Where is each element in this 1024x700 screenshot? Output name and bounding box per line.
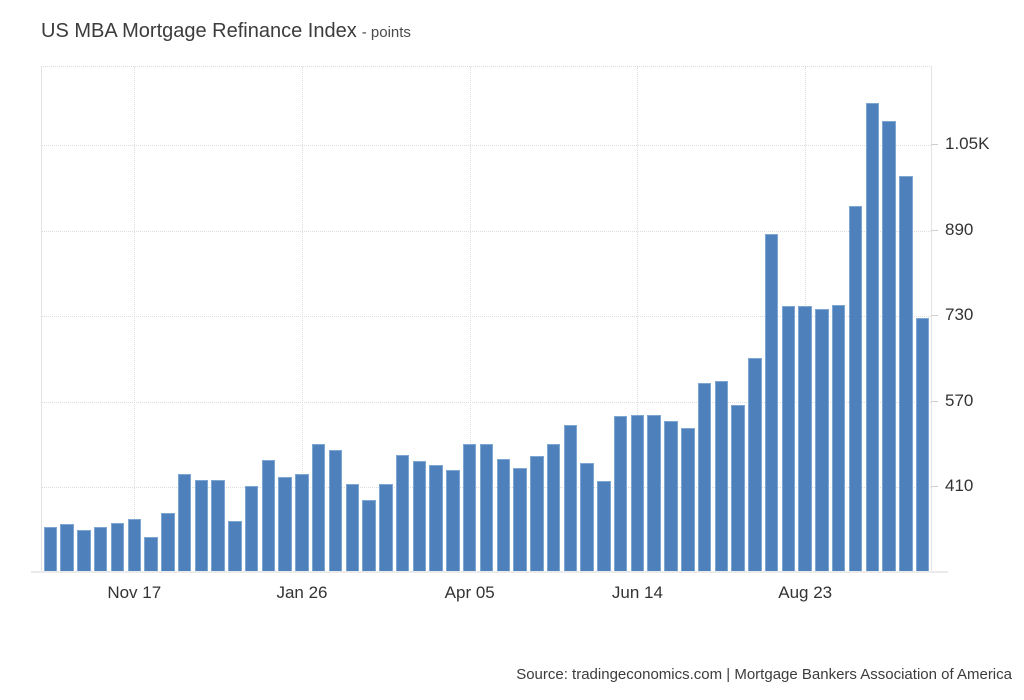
bar: [328, 450, 343, 571]
bar: [177, 474, 192, 571]
bar: [379, 483, 393, 571]
y-tick-label: 1.05K: [945, 134, 990, 154]
bar: [161, 513, 175, 571]
y-tick-mark: [931, 486, 938, 488]
bar: [764, 233, 779, 571]
y-tick-mark: [931, 144, 938, 146]
bar: [412, 460, 427, 571]
bar: [60, 523, 74, 571]
x-tick-label: Jan 26: [276, 583, 328, 602]
bar: [597, 481, 611, 571]
bar: [798, 306, 812, 571]
bar: [882, 120, 896, 571]
bar: [77, 530, 91, 571]
bar: [613, 416, 628, 571]
gridline-v: [301, 67, 303, 571]
bar: [244, 485, 259, 571]
gridline-v: [637, 67, 639, 571]
gridline-h: [42, 316, 931, 318]
bar: [110, 522, 125, 571]
bar: [228, 521, 242, 571]
x-tick-label: Apr 05: [444, 583, 495, 602]
bar: [546, 444, 561, 571]
x-tick-label: Aug 23: [778, 583, 833, 602]
bar: [278, 476, 292, 571]
bar: [899, 176, 913, 571]
bar: [915, 318, 930, 571]
bar: [848, 205, 863, 571]
bar: [714, 381, 729, 571]
bar: [530, 456, 544, 571]
x-axis-line: [31, 571, 948, 573]
bar: [748, 358, 762, 571]
bar: [781, 306, 796, 571]
bar: [563, 424, 578, 571]
bar: [479, 444, 494, 571]
gridline-h: [42, 230, 931, 232]
gridline-h: [42, 145, 931, 147]
bar: [630, 415, 645, 571]
bar: [194, 479, 209, 571]
bar: [496, 459, 510, 571]
bar: [815, 309, 829, 571]
bar: [664, 421, 678, 571]
chart-subtitle: - points: [361, 24, 411, 41]
bar: [43, 527, 58, 571]
bar: [127, 519, 141, 571]
bar: [345, 483, 360, 571]
x-tick-label: Jun 14: [611, 583, 663, 602]
source-attribution: Source: tradingeconomics.com | Mortgage …: [516, 666, 1012, 683]
bar: [865, 102, 880, 571]
bar: [312, 444, 326, 571]
bar: [832, 305, 846, 571]
bar: [446, 470, 460, 571]
gridline-v: [134, 67, 136, 571]
bar: [429, 465, 443, 571]
bar: [144, 536, 158, 571]
bar: [93, 527, 108, 571]
bar: [295, 473, 309, 571]
y-tick-mark: [931, 229, 938, 231]
bar: [647, 415, 661, 571]
gridline-h: [42, 401, 931, 403]
bar: [731, 405, 745, 571]
y-tick-label: 890: [945, 219, 974, 239]
bar: [513, 467, 527, 571]
y-tick-label: 570: [945, 390, 974, 410]
chart-title: US MBA Mortgage Refinance Index: [41, 20, 357, 42]
bar: [462, 444, 477, 571]
bar: [211, 479, 225, 571]
bar: [697, 383, 712, 571]
y-tick-label: 730: [945, 305, 974, 325]
chart-header: US MBA Mortgage Refinance Index - points: [41, 20, 411, 43]
bar: [681, 427, 695, 571]
bar: [261, 460, 276, 571]
x-tick-label: Nov 17: [107, 583, 162, 602]
bar: [395, 455, 410, 571]
bar: [580, 463, 594, 571]
y-tick-label: 410: [945, 476, 974, 496]
y-tick-mark: [931, 315, 938, 317]
plot-area: [41, 66, 932, 571]
bar: [362, 500, 376, 571]
y-tick-mark: [931, 400, 938, 402]
gridline-v: [469, 67, 471, 571]
